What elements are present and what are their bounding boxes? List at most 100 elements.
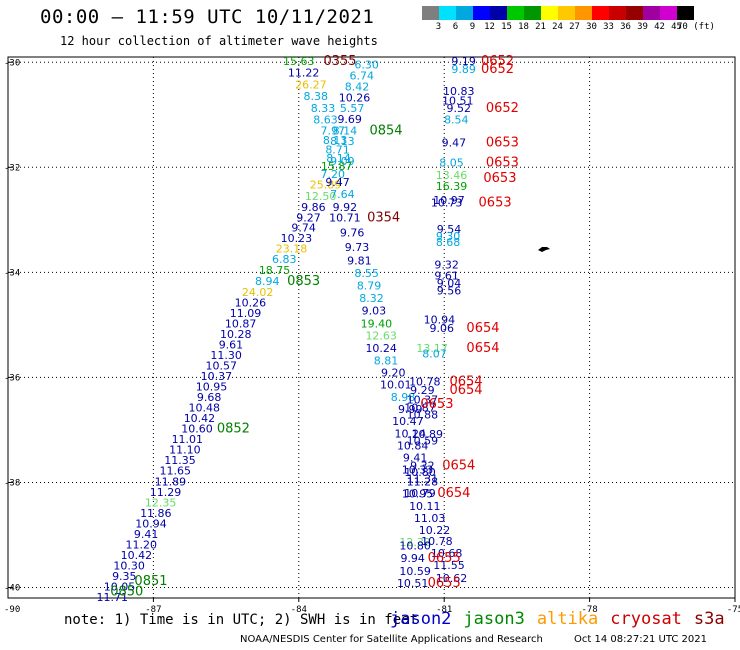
legend-swatch <box>575 6 592 20</box>
wave-height-label: 10.05 <box>104 581 136 594</box>
wave-height-label: 9.03 <box>362 304 387 317</box>
wave-height-label: 9.94 <box>400 552 425 565</box>
wave-height-label: 10.42 <box>121 549 153 562</box>
pass-time-label: 0653 <box>486 155 519 170</box>
legend-swatch <box>677 6 694 20</box>
wave-height-label: 10.22 <box>419 524 451 537</box>
wave-height-label: 10.30 <box>113 560 145 573</box>
legend-label: 70 (ft) <box>677 22 715 32</box>
pass-time-label: 0654 <box>449 383 482 398</box>
wave-height-label: 10.87 <box>225 318 257 331</box>
legend-swatch <box>626 6 643 20</box>
wave-height-label: 9.61 <box>434 270 459 283</box>
legend-label: 30 <box>586 22 597 32</box>
wave-height-label: 9.52 <box>446 102 471 115</box>
wave-height-label: 11.22 <box>288 66 320 79</box>
wave-height-label: 7.20 <box>320 168 345 181</box>
legend-label: 33 <box>603 22 614 32</box>
footer: NOAA/NESDIS Center for Satellite Applica… <box>240 634 707 645</box>
units-note: note: 1) Time is in UTC; 2) SWH is in fe… <box>64 612 419 628</box>
wave-height-label: 10.26 <box>339 92 371 105</box>
wave-height-label: 9.89 <box>451 63 476 76</box>
wave-height-label: 9.47 <box>325 176 350 189</box>
legend-label: 9 <box>469 22 476 32</box>
pass-time-label: 0654 <box>466 341 499 356</box>
legend-swatch <box>609 6 626 20</box>
legend-swatch <box>456 6 473 20</box>
wave-height-label: 10.97 <box>433 194 465 207</box>
wave-height-label: 10.78 <box>421 535 453 548</box>
pass-time-label: 0654 <box>466 321 499 336</box>
wave-height-label: 10.51 <box>397 577 429 590</box>
wave-height-label: 9.09 <box>330 155 355 168</box>
wave-height-label: 10.84 <box>397 439 429 452</box>
pass-time-label: 0852 <box>217 422 250 437</box>
wave-height-label: 10.83 <box>443 85 475 98</box>
wave-height-label: 11.03 <box>414 512 446 525</box>
wave-height-label: 8.13 <box>323 134 348 147</box>
legend-swatch <box>490 6 507 20</box>
lat-tick-label: -32 <box>4 163 20 173</box>
wave-height-label: 10.78 <box>409 375 441 388</box>
wave-height-label: 11.20 <box>126 539 158 552</box>
lat-tick-label: -36 <box>4 373 20 383</box>
wave-height-label: 11.30 <box>210 349 242 362</box>
wave-height-label: 12.32 <box>399 536 431 549</box>
wave-height-label: 8.42 <box>345 81 370 94</box>
wave-height-label: 9.69 <box>337 113 362 126</box>
wave-height-label: 15.63 <box>283 55 315 68</box>
wave-height-label: 9.04 <box>437 277 462 290</box>
wave-height-label: 8.68 <box>436 236 461 249</box>
wave-height-label: 10.57 <box>206 360 238 373</box>
wave-height-label: 10.28 <box>220 328 252 341</box>
wave-height-label: 9.41 <box>403 451 428 464</box>
pass-time-label: 0653 <box>483 171 516 186</box>
legend-label: 24 <box>552 22 563 32</box>
legend-swatch <box>558 6 575 20</box>
wave-height-label: 15.87 <box>321 160 353 173</box>
wave-height-label: 10.59 <box>399 565 431 578</box>
wave-height-label: 10.88 <box>407 408 439 421</box>
wave-height-label: 16.39 <box>436 180 468 193</box>
wave-height-label: 8.33 <box>311 102 336 115</box>
legend-swatch <box>439 6 456 20</box>
wave-height-label: 8.32 <box>359 292 384 305</box>
legend-label: 3 <box>435 22 442 32</box>
wave-height-label: 8.05 <box>439 156 464 169</box>
wave-height-label: 9.86 <box>301 201 326 214</box>
wave-height-label: 24.02 <box>242 286 274 299</box>
wave-height-label: 8.63 <box>313 114 338 127</box>
wave-height-label: 10.79 <box>404 487 436 500</box>
pass-time-label: 0853 <box>287 274 320 289</box>
legend-label: 45 <box>671 22 682 32</box>
wave-height-label: 11.71 <box>96 591 128 604</box>
pass-time-label: 0653 <box>479 196 512 211</box>
pass-time-label: 0851 <box>134 574 167 589</box>
legend-swatch <box>592 6 609 20</box>
wave-height-label: 9.99 <box>398 403 423 416</box>
legend-swatch <box>507 6 524 20</box>
satellite-label: cryosat <box>610 609 682 629</box>
wave-height-label: 9.27 <box>296 211 321 224</box>
lat-tick-label: -34 <box>4 268 20 278</box>
lat-tick-label: -30 <box>4 58 20 68</box>
wave-height-label: 10.71 <box>329 211 361 224</box>
wave-height-label: 10.80 <box>404 466 436 479</box>
satellite-label: jason3 <box>463 609 525 629</box>
wave-height-label: 8.81 <box>374 354 399 367</box>
wave-height-label: 10.68 <box>431 547 463 560</box>
wave-height-label: 8.94 <box>255 275 280 288</box>
wave-height-label: 10.89 <box>411 428 443 441</box>
page-title: 00:00 – 11:59 UTC 10/11/2021 <box>40 6 375 28</box>
legend-swatch <box>541 6 558 20</box>
footer-timestamp: Oct 14 08:27:21 UTC 2021 <box>574 634 707 645</box>
wave-height-label: 10.23 <box>281 232 313 245</box>
legend-swatch <box>643 6 660 20</box>
wave-height-label: 11.09 <box>230 307 262 320</box>
lon-corner-label: -90 <box>4 605 20 615</box>
wave-height-label: 9.06 <box>430 322 455 335</box>
wave-height-label: 6.30 <box>354 59 379 72</box>
pass-time-label: 0654 <box>442 458 475 473</box>
map-frame <box>7 56 736 599</box>
